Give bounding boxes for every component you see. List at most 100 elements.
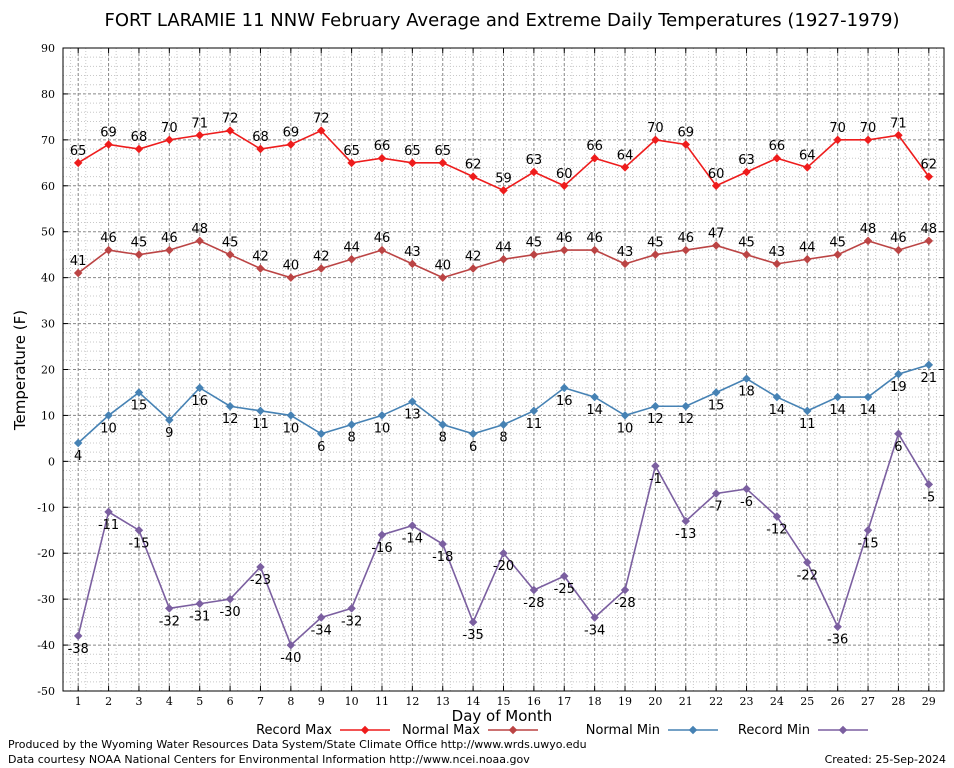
data-label: 6 xyxy=(894,440,902,455)
data-label: 72 xyxy=(313,112,330,127)
data-label: 41 xyxy=(70,254,87,269)
data-point xyxy=(620,259,630,269)
footer-line-1: Produced by the Wyoming Water Resources … xyxy=(8,738,587,751)
data-label: -16 xyxy=(371,541,392,556)
data-point xyxy=(894,369,903,379)
y-tick-label: 20 xyxy=(41,364,55,377)
data-label: 46 xyxy=(586,231,603,246)
data-point xyxy=(195,383,204,393)
x-tick-label: 22 xyxy=(709,695,723,708)
data-point xyxy=(711,388,721,397)
data-label: 46 xyxy=(100,231,117,246)
data-label: 68 xyxy=(131,130,148,145)
data-point xyxy=(347,604,356,613)
data-point xyxy=(225,402,235,411)
x-tick-label: 15 xyxy=(497,695,511,708)
data-label: 62 xyxy=(465,158,482,173)
y-tick-label: -20 xyxy=(37,547,55,560)
data-point xyxy=(225,126,235,135)
data-point xyxy=(286,640,296,650)
legend: Record Max Normal Max Normal Min Record Min xyxy=(256,723,868,738)
data-point xyxy=(560,571,569,581)
data-label: 14 xyxy=(860,403,877,418)
y-tick-label: 80 xyxy=(41,88,55,101)
data-label: 69 xyxy=(283,125,300,140)
data-point xyxy=(225,250,235,259)
legend-label: Normal Min xyxy=(586,723,660,738)
data-point xyxy=(894,429,903,439)
data-point xyxy=(165,415,174,425)
data-label: 69 xyxy=(100,125,117,140)
x-tick-label: 3 xyxy=(135,695,142,708)
legend-marker xyxy=(688,725,698,735)
data-label: 43 xyxy=(404,245,421,260)
data-point xyxy=(438,539,447,549)
data-label: 62 xyxy=(921,158,938,173)
x-tick-label: 10 xyxy=(345,695,359,708)
data-label: -35 xyxy=(463,628,484,643)
data-point xyxy=(316,613,326,622)
data-point xyxy=(803,406,812,416)
series-normal-min: 4 10 15 9 16 12 11 10 6 8 10 13 8 6 8 11 16 14 10 12 12 15 18 1… xyxy=(73,360,937,464)
data-label: 11 xyxy=(252,417,269,432)
data-label: 45 xyxy=(526,236,543,251)
data-point xyxy=(499,548,508,558)
data-label: 69 xyxy=(678,125,695,140)
data-label: 8 xyxy=(347,431,355,446)
data-label: 15 xyxy=(708,398,725,413)
x-tick-label: 17 xyxy=(557,695,571,708)
data-label: 65 xyxy=(434,144,451,159)
data-label: 10 xyxy=(100,421,117,436)
data-point xyxy=(408,397,417,406)
data-label: 66 xyxy=(586,139,603,154)
y-tick-label: 30 xyxy=(41,318,55,331)
data-label: 12 xyxy=(647,412,664,427)
data-label: -34 xyxy=(311,624,332,639)
data-label: 65 xyxy=(343,144,360,159)
data-label: 70 xyxy=(647,121,664,136)
x-tick-label: 27 xyxy=(861,695,875,708)
data-point xyxy=(681,516,691,526)
series-record-min: -38-11-15-32 -31 -30-23-40-34-32-16-14-18-… xyxy=(68,429,935,666)
data-point xyxy=(256,406,265,416)
data-label: 60 xyxy=(708,167,725,182)
data-label: 48 xyxy=(191,222,208,237)
data-label: 45 xyxy=(738,236,755,251)
y-tick-label: 60 xyxy=(41,180,55,193)
data-point xyxy=(286,273,296,282)
data-point xyxy=(104,411,113,420)
data-label: -12 xyxy=(766,522,787,537)
data-point xyxy=(195,131,204,140)
x-tick-label: 11 xyxy=(375,695,389,708)
data-label: 68 xyxy=(252,130,269,145)
data-label: 71 xyxy=(890,116,907,131)
x-tick-label: 8 xyxy=(287,695,294,708)
data-label: 47 xyxy=(708,226,725,241)
data-point xyxy=(924,480,934,489)
grid xyxy=(63,47,944,692)
legend-marker xyxy=(360,725,370,735)
data-point xyxy=(104,507,113,517)
data-label: 10 xyxy=(283,421,300,436)
data-label: 63 xyxy=(738,153,755,168)
data-point xyxy=(711,489,721,498)
data-label: 44 xyxy=(495,240,512,255)
data-label: -32 xyxy=(341,614,362,629)
data-label: -15 xyxy=(128,536,149,551)
data-label: -38 xyxy=(68,642,89,657)
data-point xyxy=(165,245,174,255)
x-tick-label: 20 xyxy=(648,695,662,708)
data-label: 11 xyxy=(799,417,816,432)
data-label: 13 xyxy=(404,408,421,423)
data-label: -28 xyxy=(614,596,635,611)
data-point xyxy=(681,402,691,411)
footer-line-2: Data courtesy NOAA National Centers for … xyxy=(8,753,530,766)
data-label: -14 xyxy=(402,532,423,547)
chart-title: FORT LARAMIE 11 NNW February Average and… xyxy=(104,10,899,31)
data-label: 42 xyxy=(465,249,482,264)
data-point xyxy=(408,259,417,269)
data-point xyxy=(468,172,478,181)
data-point xyxy=(134,250,144,259)
data-point xyxy=(104,245,113,255)
